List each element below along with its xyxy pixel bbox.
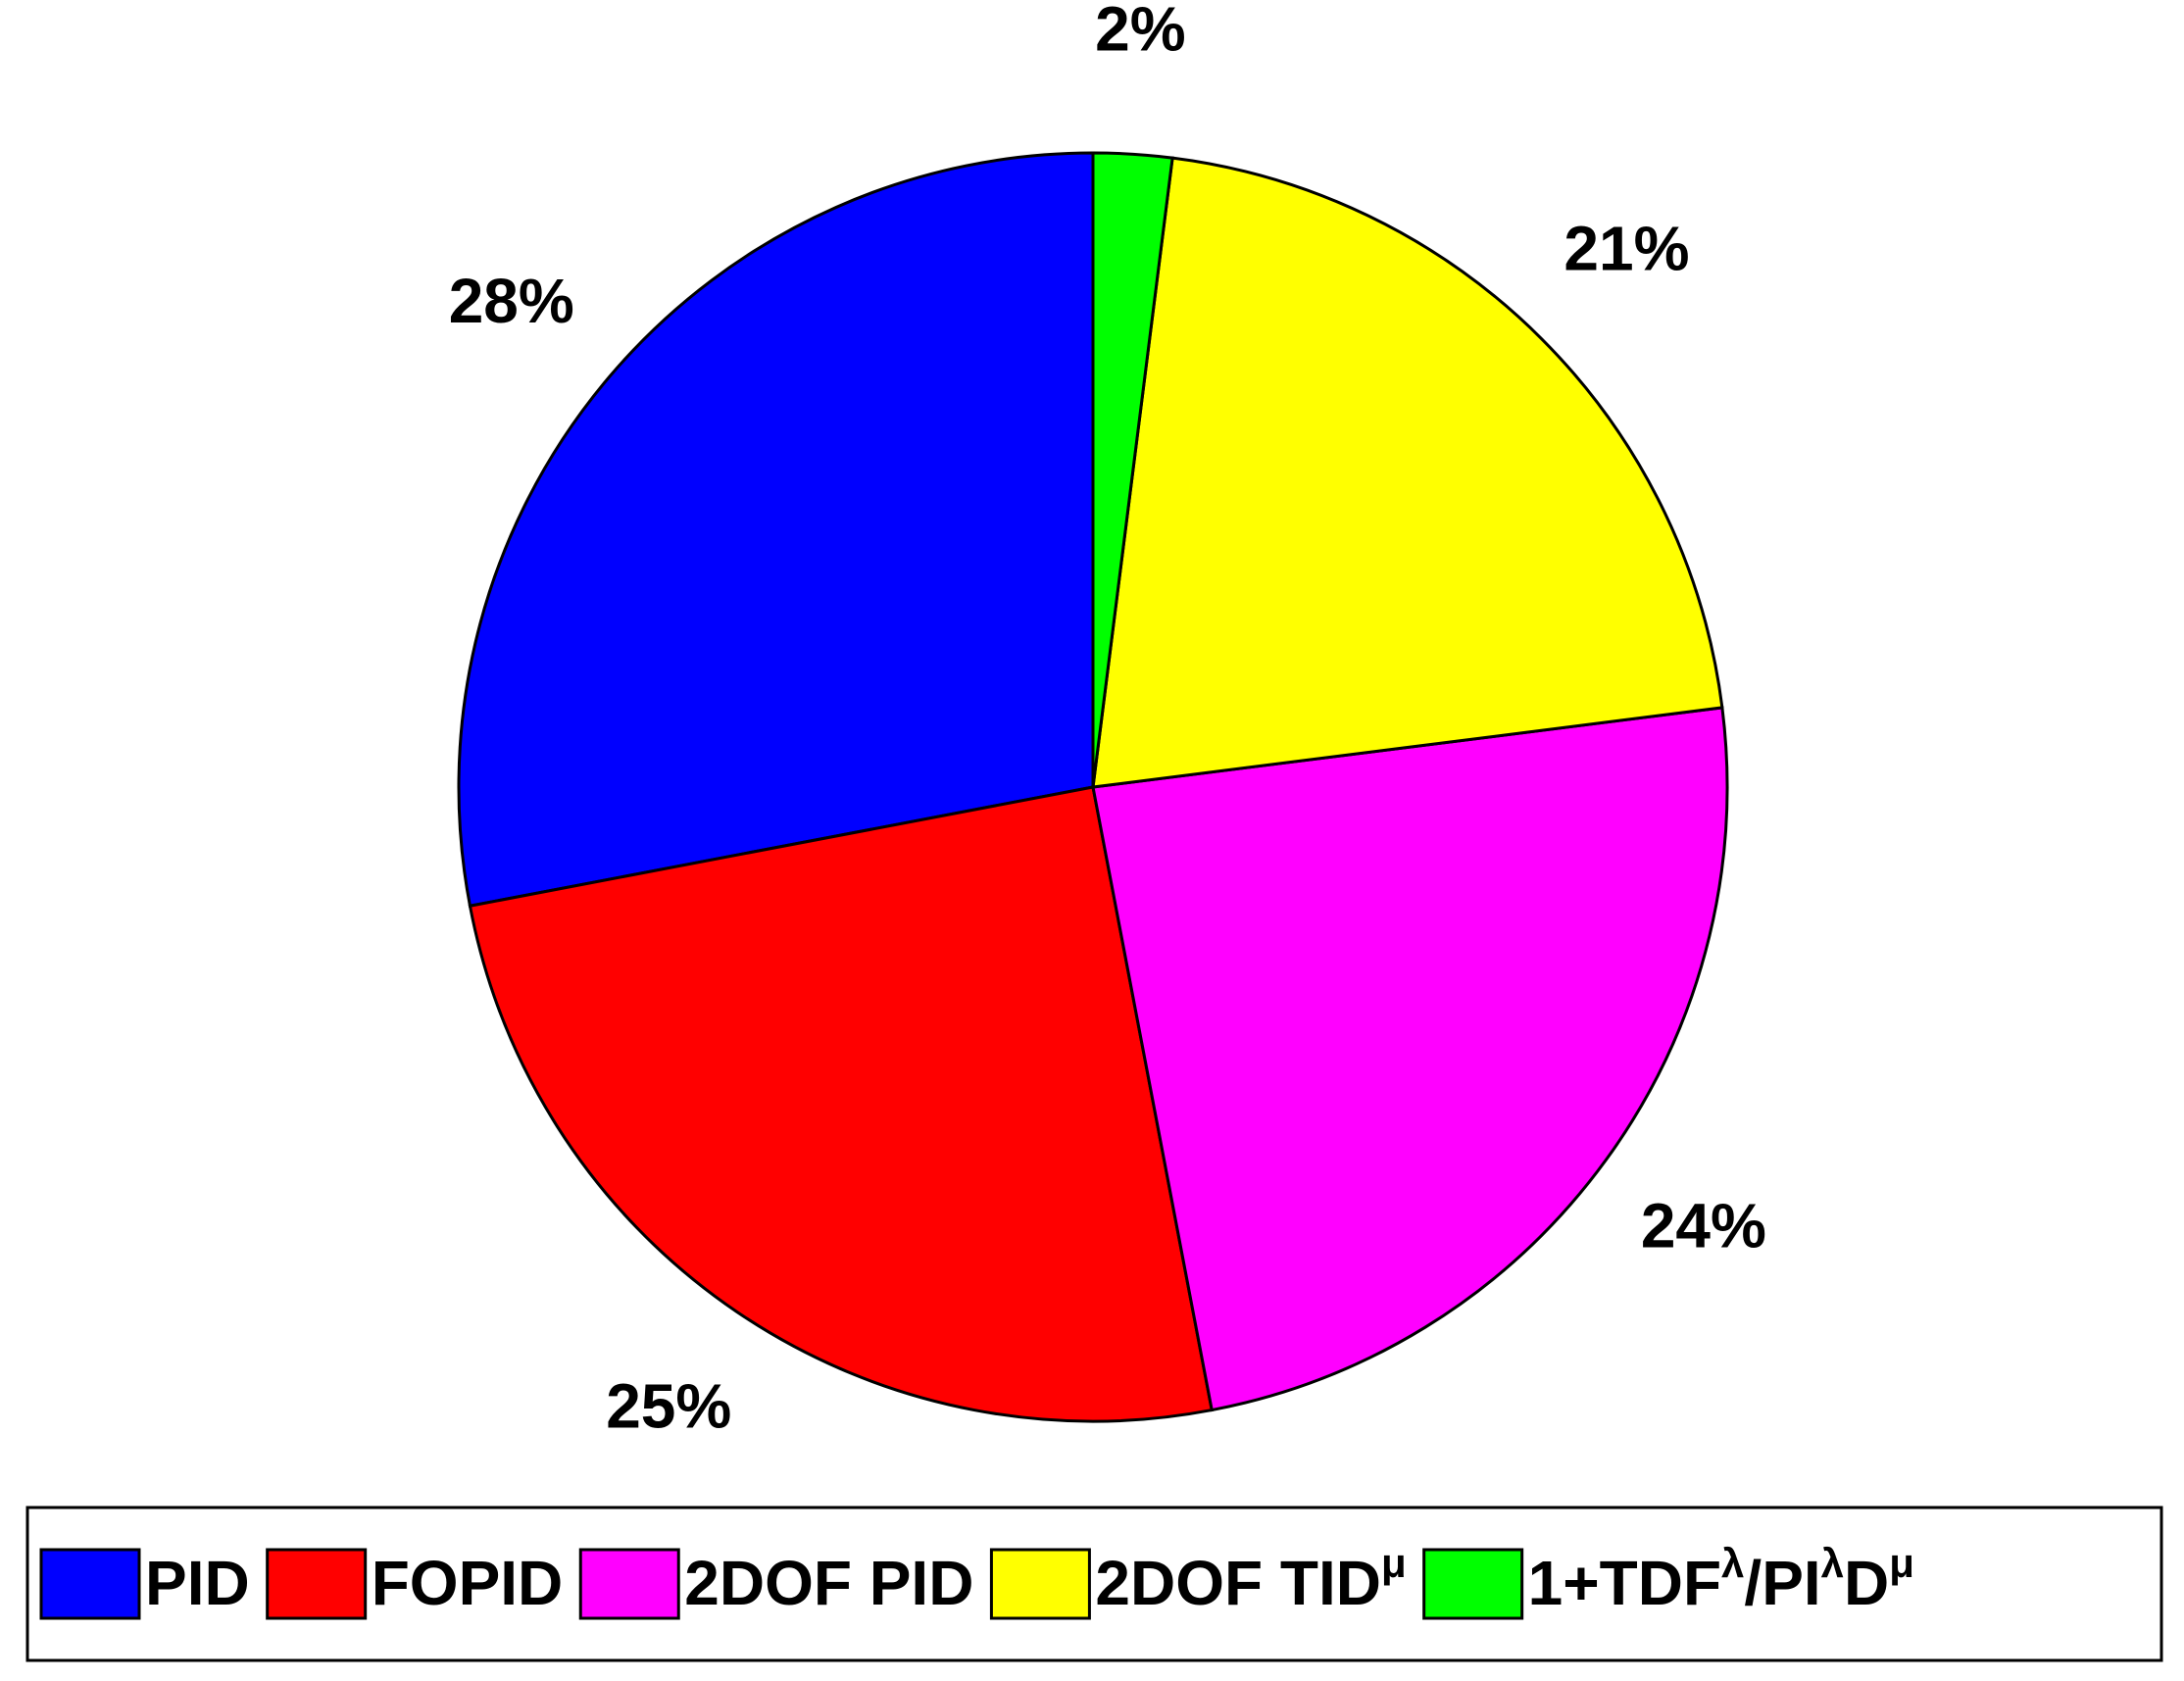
legend-swatch: [989, 1548, 1091, 1620]
legend-label: 2DOF PID: [684, 1548, 973, 1618]
pie-slice: [457, 151, 1095, 908]
slice-label: 24%: [1641, 1190, 1766, 1261]
legend-swatch: [39, 1548, 141, 1620]
pie-slice: [1091, 151, 1174, 788]
legend-label: 1+TDFλ/PIλDμ: [1528, 1540, 1914, 1618]
pie-slice: [1091, 156, 1724, 789]
legend-swatch: [578, 1548, 680, 1620]
legend-swatch: [1422, 1548, 1524, 1620]
slice-label: 21%: [1564, 213, 1689, 283]
pie-slice: [468, 785, 1214, 1423]
legend-box: [25, 1506, 2163, 1662]
slice-label: 25%: [606, 1371, 731, 1442]
slice-label: 28%: [449, 266, 574, 336]
pie-slice: [1091, 706, 1729, 1412]
legend-label: FOPID: [372, 1548, 564, 1618]
slice-label: 2%: [1095, 0, 1186, 64]
legend-label: PID: [145, 1548, 250, 1618]
legend-label: 2DOF TIDμ: [1095, 1540, 1406, 1618]
legend-swatch: [266, 1548, 368, 1620]
